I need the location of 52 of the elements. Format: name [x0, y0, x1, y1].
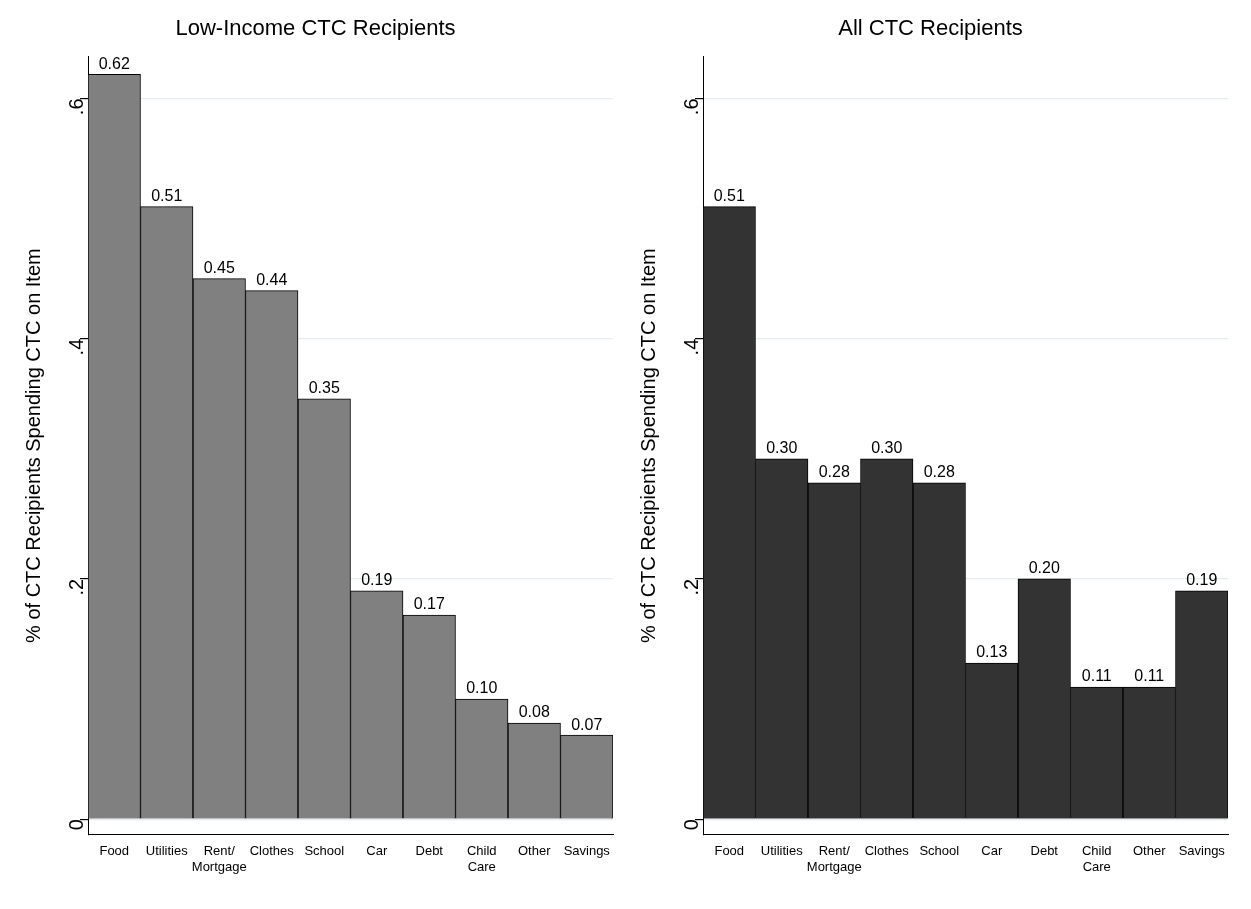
data-label: 0.51	[151, 186, 183, 204]
y-axis-title: % of CTC Recipients Spending CTC on Item	[636, 248, 659, 643]
data-label: 0.44	[256, 271, 288, 289]
data-label: 0.10	[466, 679, 498, 697]
data-label: 0.30	[766, 439, 798, 457]
x-tick-label: Utilities	[760, 843, 804, 859]
data-label: 0.28	[818, 463, 850, 481]
data-label: 0.11	[1081, 667, 1112, 685]
y-tick-label: 0	[64, 819, 87, 831]
data-label: 0.35	[308, 379, 340, 397]
x-tick-label: Rent/ Mortgage	[191, 843, 247, 874]
data-label: 0.28	[923, 463, 955, 481]
data-label: 0.08	[518, 703, 550, 721]
x-tick-label: Savings	[1178, 843, 1226, 859]
x-tick-label: Debt	[415, 843, 444, 859]
chart-title: All CTC Recipients	[838, 15, 1023, 41]
data-label: 0.07	[571, 715, 603, 733]
y-tick-label: .2	[64, 578, 87, 596]
data-label: 0.19	[1186, 571, 1218, 589]
x-tick-label: Clothes	[864, 843, 910, 859]
y-tick-label: .2	[679, 578, 702, 596]
chart-title: Low-Income CTC Recipients	[175, 15, 456, 41]
data-label: 0.51	[713, 186, 745, 204]
data-label: 0.45	[203, 259, 235, 277]
data-label: 0.13	[976, 643, 1008, 661]
x-tick-label: Car	[366, 843, 388, 859]
x-tick-label: Car	[981, 843, 1003, 859]
x-tick-label: Other	[517, 843, 552, 859]
x-tick-label: Child Care	[466, 843, 497, 874]
y-tick-label: .6	[64, 98, 87, 116]
x-tick-label: Debt	[1030, 843, 1059, 859]
x-tick-label: Savings	[563, 843, 611, 859]
x-tick-label: Other	[1132, 843, 1167, 859]
data-label: 0.17	[413, 595, 445, 613]
x-tick-label: Food	[99, 843, 130, 859]
data-label: 0.62	[98, 54, 130, 72]
y-tick-label: 0	[679, 819, 702, 831]
data-label: 0.19	[361, 571, 393, 589]
x-tick-label: Rent/ Mortgage	[806, 843, 862, 874]
y-tick-label: .4	[64, 338, 87, 356]
y-tick-label: .6	[679, 98, 702, 116]
x-tick-label: Utilities	[145, 843, 189, 859]
x-tick-label: Clothes	[249, 843, 295, 859]
x-tick-label: School	[919, 843, 960, 859]
x-tick-label: Child Care	[1081, 843, 1112, 874]
data-label: 0.11	[1134, 667, 1165, 685]
x-tick-label: School	[304, 843, 345, 859]
data-label: 0.30	[871, 439, 903, 457]
y-tick-label: .4	[679, 338, 702, 356]
x-tick-label: Food	[714, 843, 745, 859]
data-label: 0.20	[1028, 559, 1060, 577]
y-axis-title: % of CTC Recipients Spending CTC on Item	[21, 248, 44, 643]
